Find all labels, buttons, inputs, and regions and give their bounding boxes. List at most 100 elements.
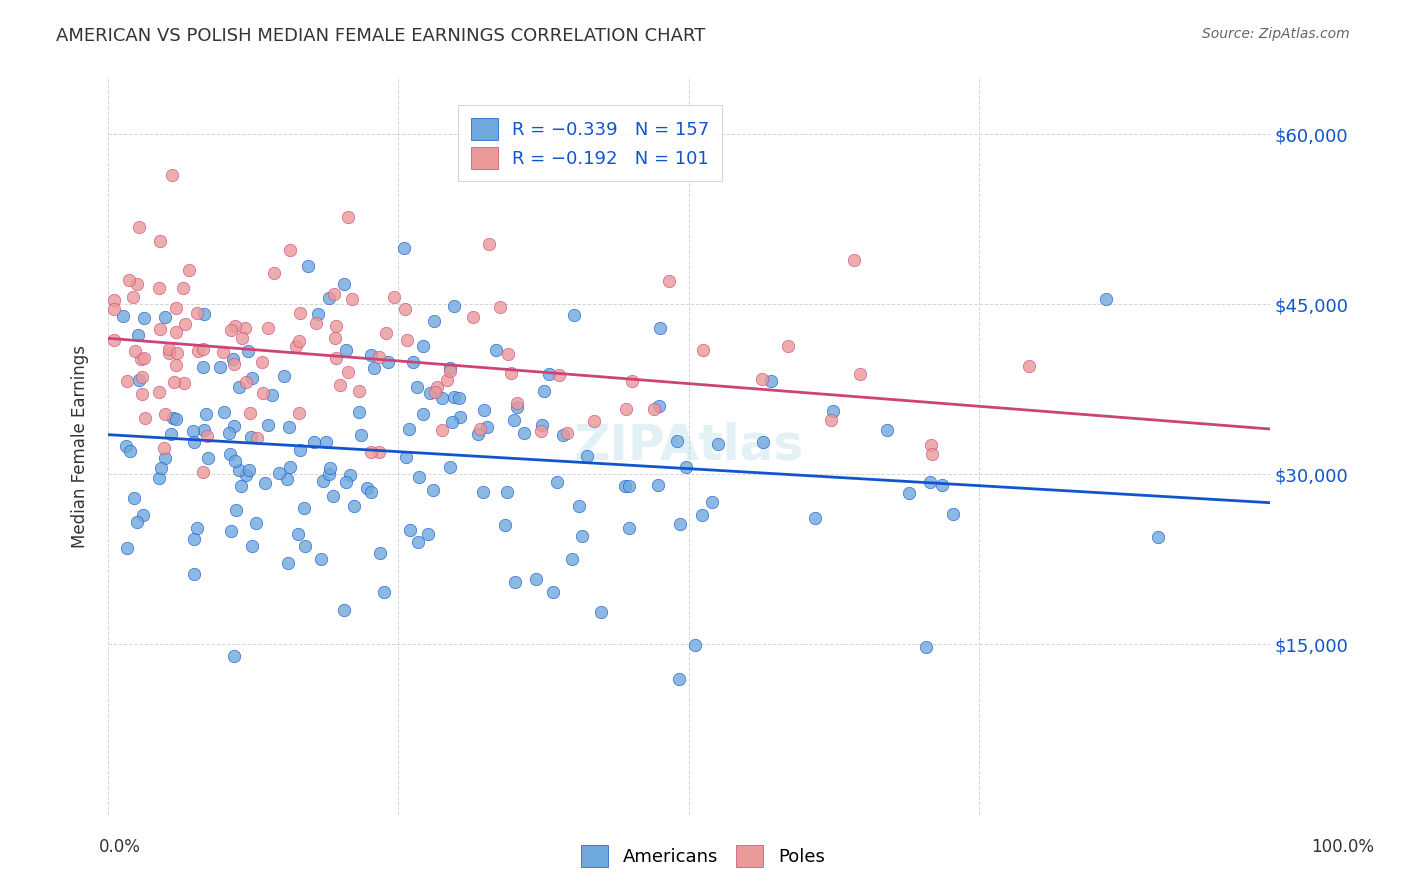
Poles (849, 368, 872, 382)
Americans (315, 434, 337, 449)
Americans (294, 500, 316, 515)
Americans (229, 478, 252, 492)
Poles (252, 386, 274, 401)
Americans (214, 404, 236, 418)
Poles (555, 425, 578, 440)
Americans (222, 419, 245, 434)
Poles (842, 253, 865, 268)
Americans (1147, 530, 1170, 544)
Americans (218, 426, 240, 441)
Poles (195, 429, 218, 443)
Americans (440, 415, 463, 429)
Americans (412, 339, 434, 353)
Poles (323, 331, 346, 345)
Americans (669, 517, 692, 532)
Americans (219, 524, 242, 539)
Americans (134, 311, 156, 326)
Americans (524, 572, 547, 586)
Americans (276, 472, 298, 486)
Americans (360, 348, 382, 362)
Americans (432, 391, 454, 405)
Americans (395, 450, 418, 464)
Americans (541, 585, 564, 599)
Americans (132, 508, 155, 523)
Americans (648, 399, 671, 413)
Poles (820, 413, 842, 427)
Poles (439, 364, 461, 378)
Americans (368, 546, 391, 560)
Americans (294, 539, 316, 553)
Poles (177, 263, 200, 277)
Americans (494, 518, 516, 533)
Poles (658, 274, 681, 288)
Americans (112, 309, 135, 323)
Americans (533, 384, 555, 398)
Poles (117, 272, 139, 286)
Americans (197, 450, 219, 465)
Poles (224, 318, 246, 333)
Americans (239, 430, 262, 444)
Poles (278, 243, 301, 257)
Americans (405, 380, 427, 394)
Poles (235, 375, 257, 389)
Americans (254, 475, 277, 490)
Americans (647, 478, 669, 492)
Poles (160, 168, 183, 182)
Americans (287, 526, 309, 541)
Americans (278, 460, 301, 475)
Text: 100.0%: 100.0% (1312, 838, 1374, 855)
Americans (439, 360, 461, 375)
Americans (551, 428, 574, 442)
Poles (692, 343, 714, 357)
Americans (149, 460, 172, 475)
Poles (103, 293, 125, 307)
Poles (252, 354, 274, 368)
Poles (174, 317, 197, 331)
Poles (751, 372, 773, 386)
Poles (163, 376, 186, 390)
Poles (436, 373, 458, 387)
Americans (505, 575, 527, 590)
Poles (920, 437, 942, 451)
Americans (568, 499, 591, 513)
Americans (183, 567, 205, 582)
Americans (591, 605, 613, 619)
Poles (231, 331, 253, 345)
Poles (499, 366, 522, 380)
Text: Source: ZipAtlas.com: Source: ZipAtlas.com (1202, 27, 1350, 41)
Poles (239, 406, 262, 420)
Americans (668, 672, 690, 686)
Americans (423, 314, 446, 328)
Americans (273, 368, 295, 383)
Poles (921, 447, 943, 461)
Poles (305, 316, 328, 330)
Americans (221, 351, 243, 366)
Poles (121, 291, 143, 305)
Americans (311, 552, 333, 566)
Poles (134, 351, 156, 365)
Americans (277, 420, 299, 434)
Americans (408, 470, 430, 484)
Americans (160, 426, 183, 441)
Americans (228, 380, 250, 394)
Americans (531, 417, 554, 432)
Americans (942, 507, 965, 521)
Americans (702, 495, 724, 509)
Americans (224, 454, 246, 468)
Americans (648, 321, 671, 335)
Americans (759, 374, 782, 388)
Poles (246, 432, 269, 446)
Americans (194, 408, 217, 422)
Americans (467, 427, 489, 442)
Americans (343, 499, 366, 513)
Text: ZIPAtlas: ZIPAtlas (574, 422, 804, 470)
Americans (183, 435, 205, 450)
Poles (432, 423, 454, 437)
Americans (666, 434, 689, 449)
Americans (339, 467, 361, 482)
Americans (513, 425, 536, 440)
Americans (377, 354, 399, 368)
Poles (157, 342, 180, 356)
Americans (209, 359, 232, 374)
Poles (468, 422, 491, 436)
